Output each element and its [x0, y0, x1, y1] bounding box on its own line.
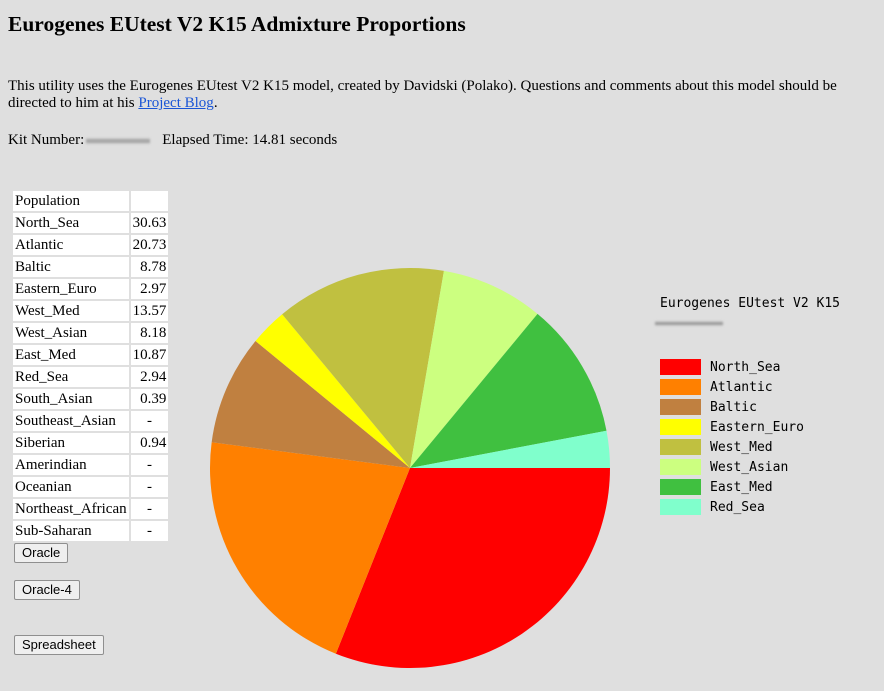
- table-row: Siberian 0.94: [13, 433, 169, 453]
- project-blog-link[interactable]: Project Blog: [138, 95, 214, 111]
- legend-swatch: [660, 459, 701, 475]
- legend-label: West_Med: [710, 439, 773, 455]
- legend-swatch: [660, 419, 701, 435]
- legend-item: Eastern_Euro: [660, 417, 804, 437]
- table-row: Northeast_African -: [13, 499, 169, 519]
- legend-title: Eurogenes EUtest V2 K15: [660, 296, 841, 311]
- legend-swatch: [660, 399, 701, 415]
- population-value: 0.94: [130, 433, 169, 453]
- population-table: Population North_Sea 30.63 Atlantic 20.73 Ba…: [11, 189, 170, 543]
- population-name: Baltic: [13, 257, 129, 277]
- table-header-row: Population: [13, 191, 169, 211]
- pie-slice-west-med: [282, 268, 444, 468]
- population-value: -: [130, 477, 169, 497]
- population-name: Atlantic: [13, 235, 129, 255]
- population-name: Red_Sea: [13, 367, 129, 387]
- pie-slice-red-sea: [410, 430, 610, 468]
- table-row: West_Asian 8.18: [13, 323, 169, 343]
- population-value: -: [130, 411, 169, 431]
- legend-swatch: [660, 479, 701, 495]
- legend-label: North_Sea: [710, 359, 781, 375]
- pie-slice-eastern-euro: [255, 314, 410, 468]
- population-value: -: [130, 455, 169, 475]
- legend-subtitle-redacted: [655, 321, 723, 326]
- header-population: Population: [13, 191, 129, 211]
- population-value: 8.78: [130, 257, 169, 277]
- table-row: Red_Sea 2.94: [13, 367, 169, 387]
- pie-slice-north-sea: [335, 468, 610, 668]
- legend-label: Red_Sea: [710, 499, 765, 515]
- intro-period: .: [213, 95, 218, 111]
- pie-slice-east-med: [410, 313, 607, 468]
- legend-swatch: [660, 379, 701, 395]
- population-name: North_Sea: [13, 213, 129, 233]
- table-row: East_Med 10.87: [13, 345, 169, 365]
- kit-line: Kit Number: Elapsed Time: 14.81 seconds: [8, 132, 337, 149]
- legend-swatch: [660, 499, 701, 515]
- legend-item: Baltic: [660, 397, 804, 417]
- intro-text: This utility uses the Eurogenes EUtest V…: [8, 78, 878, 112]
- chart-legend: North_Sea Atlantic Baltic Eastern_Euro West_…: [660, 357, 804, 517]
- population-name: East_Med: [13, 345, 129, 365]
- legend-item: Atlantic: [660, 377, 804, 397]
- population-name: West_Med: [13, 301, 129, 321]
- legend-label: East_Med: [710, 479, 773, 495]
- header-value: [130, 191, 169, 211]
- population-value: 13.57: [130, 301, 169, 321]
- legend-label: Atlantic: [710, 379, 773, 395]
- population-name: Eastern_Euro: [13, 279, 129, 299]
- table-row: South_Asian 0.39: [13, 389, 169, 409]
- pie-chart: [210, 268, 610, 668]
- intro-body: This utility uses the Eurogenes EUtest V…: [8, 78, 837, 111]
- population-name: Northeast_African: [13, 499, 129, 519]
- kit-number-redacted: [86, 137, 151, 144]
- pie-slice-baltic: [211, 340, 410, 468]
- population-name: Amerindian: [13, 455, 129, 475]
- population-value: 2.97: [130, 279, 169, 299]
- legend-swatch: [660, 359, 701, 375]
- oracle-4-button[interactable]: Oracle-4: [14, 580, 80, 600]
- legend-label: Baltic: [710, 399, 757, 415]
- table-row: Eastern_Euro 2.97: [13, 279, 169, 299]
- population-value: 0.39: [130, 389, 169, 409]
- population-name: Sub-Saharan: [13, 521, 129, 541]
- legend-item: West_Asian: [660, 457, 804, 477]
- population-value: 20.73: [130, 235, 169, 255]
- table-row: Atlantic 20.73: [13, 235, 169, 255]
- legend-label: Eastern_Euro: [710, 419, 804, 435]
- table-row: West_Med 13.57: [13, 301, 169, 321]
- population-value: 8.18: [130, 323, 169, 343]
- legend-item: Red_Sea: [660, 497, 804, 517]
- legend-label: West_Asian: [710, 459, 789, 475]
- table-row: North_Sea 30.63: [13, 213, 169, 233]
- pie-slice-west-asian: [410, 270, 538, 468]
- legend-swatch: [660, 439, 701, 455]
- population-value: -: [130, 521, 169, 541]
- table-row: Oceanian -: [13, 477, 169, 497]
- population-name: Oceanian: [13, 477, 129, 497]
- population-value: 2.94: [130, 367, 169, 387]
- population-name: Siberian: [13, 433, 129, 453]
- table-row: Amerindian -: [13, 455, 169, 475]
- population-value: -: [130, 499, 169, 519]
- kit-label: Kit Number:: [8, 132, 85, 148]
- spreadsheet-button[interactable]: Spreadsheet: [14, 635, 104, 655]
- table-row: Sub-Saharan -: [13, 521, 169, 541]
- population-name: Southeast_Asian: [13, 411, 129, 431]
- population-name: South_Asian: [13, 389, 129, 409]
- legend-item: West_Med: [660, 437, 804, 457]
- pie-slice-atlantic: [210, 442, 410, 654]
- oracle-button[interactable]: Oracle: [14, 543, 69, 563]
- population-value: 10.87: [130, 345, 169, 365]
- legend-item: North_Sea: [660, 357, 804, 377]
- legend-item: East_Med: [660, 477, 804, 497]
- page-title: Eurogenes EUtest V2 K15 Admixture Propor…: [8, 12, 466, 36]
- elapsed-time: Elapsed Time: 14.81 seconds: [162, 132, 338, 148]
- table-row: Southeast_Asian -: [13, 411, 169, 431]
- population-name: West_Asian: [13, 323, 129, 343]
- population-value: 30.63: [130, 213, 169, 233]
- table-row: Baltic 8.78: [13, 257, 169, 277]
